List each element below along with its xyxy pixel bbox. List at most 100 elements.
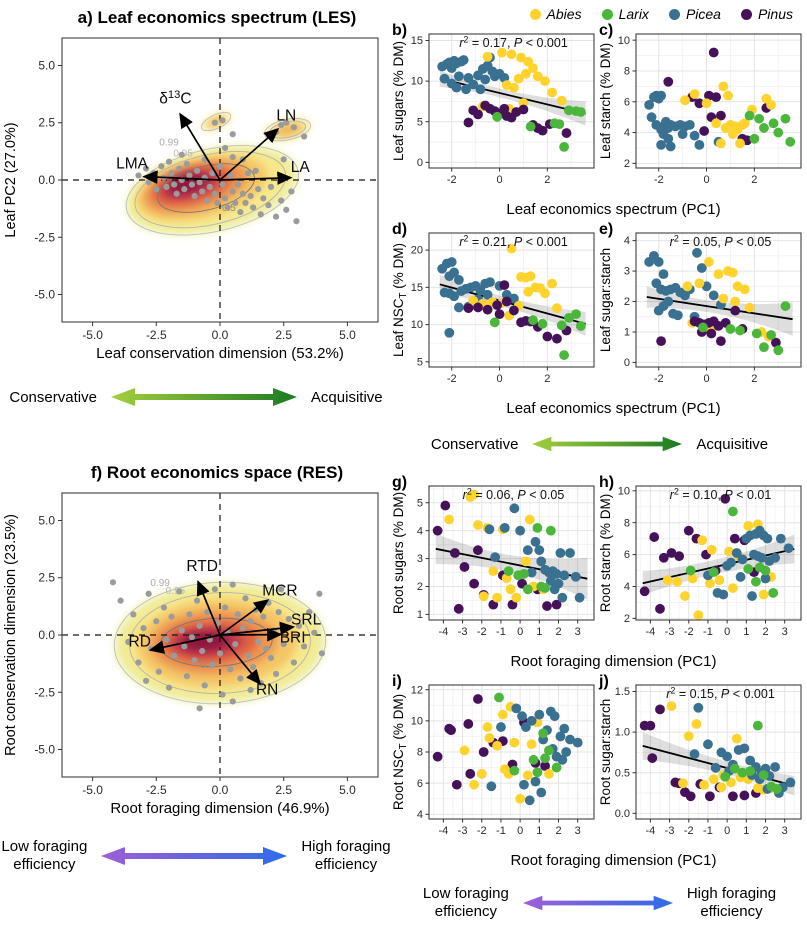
svg-text:-2: -2 (684, 825, 694, 837)
panel-c-plot: -2 0 2 2 4 6 8 10 Leaf starch (% DM) (598, 25, 806, 200)
panel-g-plot: -4 -3 -2 -1 0 1 2 3 1 2 3 4 5 Root sugars (% DM) r2 = … (391, 477, 599, 652)
panel-a-plot: 0.990.950.5δ13CLNLMALA-5.0-5.0-2.5-2.50.… (0, 30, 392, 371)
svg-text:-4: -4 (645, 825, 655, 837)
svg-text:-4: -4 (438, 626, 448, 638)
panel-letter: j) (599, 673, 609, 690)
svg-text:3: 3 (782, 825, 788, 837)
panel-letter: c) (599, 22, 614, 39)
svg-text:-2: -2 (477, 825, 487, 837)
svg-text:0.0: 0.0 (212, 783, 229, 797)
svg-text:0.0: 0.0 (38, 628, 55, 642)
svg-text:6: 6 (624, 96, 630, 108)
low-foraging-label: Low foraging efficiency (422, 885, 509, 920)
svg-text:4: 4 (624, 581, 630, 593)
svg-text:0.5: 0.5 (200, 660, 214, 671)
legend-item-pinus: Pinus (740, 6, 793, 22)
svg-text:-4: -4 (438, 825, 448, 837)
panel-e: e) -2 0 2 0 1 2 3 4 Leaf sugar:starch r2 = 0.05, … (598, 221, 806, 399)
svg-text:-4: -4 (645, 626, 655, 638)
svg-text:1: 1 (536, 626, 542, 638)
svg-text:15: 15 (411, 35, 423, 47)
panel-g: g) -4 -3 -2 -1 0 1 2 3 1 2 3 4 5 Root sugars (% DM) r2… (391, 474, 599, 652)
svg-text:RD: RD (129, 633, 151, 650)
svg-text:12: 12 (411, 684, 423, 696)
svg-text:1.0: 1.0 (615, 727, 630, 739)
svg-text:2: 2 (417, 581, 423, 593)
svg-text:0: 0 (517, 626, 523, 638)
svg-text:-5.0: -5.0 (82, 328, 103, 342)
svg-text:-2: -2 (654, 174, 664, 186)
svg-text:5.0: 5.0 (339, 783, 356, 797)
left-column: a) Leaf economics spectrum (LES) 0.990.9… (0, 0, 392, 933)
svg-text:3: 3 (782, 626, 788, 638)
svg-text:2: 2 (751, 373, 757, 385)
svg-text:-2.5: -2.5 (34, 230, 55, 244)
high-foraging-label: High foraging efficiency (686, 885, 777, 920)
svg-text:r2 = 0.15, P < 0.001: r2 = 0.15, P < 0.001 (666, 686, 775, 701)
panel-letter: e) (599, 221, 614, 238)
panel-i: i) -4 -3 -2 -1 0 1 2 3 4 6 8 10 12 Root NSCT (% DM) (391, 673, 599, 851)
panel-letter: i) (392, 673, 402, 690)
panel-b: b) -2 0 2 0 5 10 15 Leaf sugars (% DM) r2 = 0.17… (391, 22, 599, 200)
svg-text:0.5: 0.5 (615, 767, 630, 779)
panel-j: j) -4 -3 -2 -1 0 1 2 3 0.0 0.5 1.0 1.5 Root sugar:st… (598, 673, 806, 851)
legend: Abies Larix Picea Pinus (392, 3, 807, 25)
root-gradient-arrow (101, 847, 288, 865)
panel-letter: d) (392, 221, 408, 238)
panel-letter: g) (392, 474, 408, 491)
svg-text:1: 1 (536, 825, 542, 837)
svg-text:0: 0 (496, 373, 502, 385)
svg-text:Root starch (% DM): Root starch (% DM) (599, 494, 613, 613)
panel-a-title: a) Leaf economics spectrum (LES) (77, 8, 357, 27)
svg-text:0: 0 (517, 825, 523, 837)
svg-text:0.99: 0.99 (150, 578, 170, 589)
root-gradient-arrow-row-right: Low foraging efficiency High foraging effi… (392, 877, 807, 929)
svg-text:10: 10 (411, 715, 423, 727)
panel-h: h) -4 -3 -2 -1 0 1 2 3 2 4 6 8 10 Root starch (% DM) r… (598, 474, 806, 652)
svg-text:-1: -1 (496, 626, 506, 638)
svg-text:2.5: 2.5 (38, 116, 55, 130)
svg-text:0: 0 (703, 174, 709, 186)
legend-item-picea: Picea (668, 6, 721, 22)
svg-text:r2 = 0.21, P < 0.001: r2 = 0.21, P < 0.001 (459, 234, 568, 249)
svg-text:10: 10 (411, 76, 423, 88)
svg-text:0: 0 (624, 357, 630, 369)
svg-text:-3: -3 (665, 825, 675, 837)
svg-text:Leaf sugar:starch: Leaf sugar:starch (599, 248, 613, 352)
legend-swatch (740, 8, 752, 20)
svg-text:LA: LA (291, 159, 311, 176)
svg-text:0: 0 (724, 626, 730, 638)
conservative-label: Conservative (430, 435, 519, 453)
svg-text:MCR: MCR (262, 583, 297, 600)
svg-text:-3: -3 (665, 626, 675, 638)
svg-text:8: 8 (624, 66, 630, 78)
leaf-gradient-arrow-row-left: Conservative Acquisitive (0, 377, 392, 417)
panel-letter: h) (599, 474, 615, 491)
svg-text:Root conservation dimension (2: Root conservation dimension (23.5%) (3, 514, 19, 756)
leaf-gradient-arrow (110, 388, 297, 406)
svg-text:Leaf sugars (% DM): Leaf sugars (% DM) (392, 41, 406, 161)
panel-i-plot: -4 -3 -2 -1 0 1 2 3 4 6 8 10 12 Root NSCT (% DM) (391, 676, 599, 851)
svg-text:RN: RN (256, 682, 278, 699)
svg-text:-5.0: -5.0 (34, 743, 55, 757)
svg-text:5.0: 5.0 (38, 58, 55, 72)
svg-text:Root foraging dimension (46.9%: Root foraging dimension (46.9%) (110, 800, 329, 817)
panel-b-plot: -2 0 2 0 5 10 15 Leaf sugars (% DM) r2 = 0.17, P… (391, 25, 599, 200)
panel-f-plot: 0.99 0.95 0.5 RTD MCR SRL BRI RD RN -5.0 -5.0 -2.5 -… (0, 485, 392, 826)
svg-text:0: 0 (496, 174, 502, 186)
leaf-gradient-arrow (532, 436, 683, 452)
svg-text:1: 1 (743, 825, 749, 837)
panel-f-title: f) Root economics space (RES) (90, 463, 344, 482)
svg-text:1.5: 1.5 (615, 686, 630, 698)
legend-swatch (529, 8, 541, 20)
svg-text:0: 0 (724, 825, 730, 837)
svg-text:3: 3 (575, 626, 581, 638)
leaf-gradient-arrow-row-right: Conservative Acquisitive (392, 425, 807, 463)
acquisitive-label: Acquisitive (696, 435, 769, 453)
svg-text:-2.5: -2.5 (146, 328, 167, 342)
svg-text:-1: -1 (496, 825, 506, 837)
root-gradient-arrow-row-left: Low foraging efficiency High foraging effi… (0, 830, 392, 882)
legend-swatch (601, 8, 613, 20)
legend-swatch (668, 8, 680, 20)
svg-text:-2: -2 (684, 626, 694, 638)
